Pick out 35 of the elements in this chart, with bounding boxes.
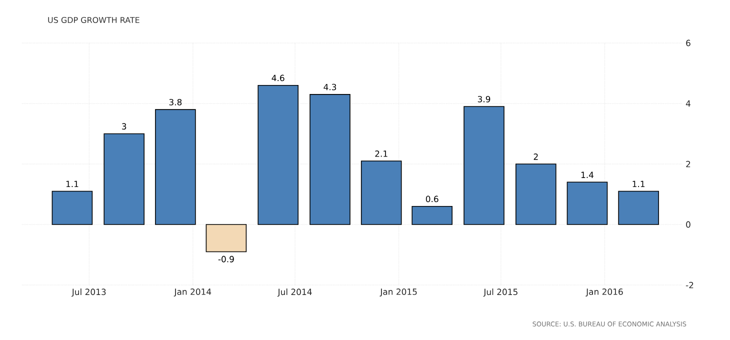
y-tick-label: -2 (686, 282, 694, 288)
bar (516, 164, 556, 225)
x-tick-label: Jul 2014 (277, 288, 312, 297)
data-label: 2 (534, 154, 538, 160)
x-tick-label: Jul 2015 (483, 288, 518, 297)
data-label: 3.9 (478, 96, 490, 102)
x-tick-label: Jul 2013 (71, 288, 106, 297)
y-tick-label: 2 (686, 160, 690, 168)
bar (566, 182, 608, 225)
bar (258, 84, 299, 225)
x-tick-label: Jan 2016 (586, 288, 623, 297)
data-label: 1.4 (581, 172, 594, 178)
bar (104, 133, 145, 225)
bar (155, 109, 196, 225)
data-label: 3.8 (169, 98, 182, 106)
bar (360, 160, 402, 225)
y-tick-label: 4 (686, 100, 690, 107)
bar (310, 94, 350, 225)
x-tick-label: Jan 2014 (174, 288, 212, 297)
y-tick-label: 6 (686, 40, 690, 46)
data-label: 0.6 (426, 196, 438, 202)
data-label: 1.1 (632, 180, 645, 188)
data-label: 4.6 (272, 74, 284, 82)
y-tick-label: 0 (686, 221, 690, 228)
data-label: 4.3 (324, 84, 336, 90)
bar (412, 206, 453, 225)
x-tick-label: Jan 2015 (380, 288, 417, 297)
bar (206, 224, 247, 252)
bar (464, 106, 504, 225)
data-label: 1.1 (66, 180, 78, 188)
data-label: -0.9 (218, 256, 234, 262)
bar (618, 190, 659, 225)
bar (52, 190, 93, 225)
data-label: 3 (122, 123, 126, 130)
data-label: 2.1 (375, 150, 388, 157)
